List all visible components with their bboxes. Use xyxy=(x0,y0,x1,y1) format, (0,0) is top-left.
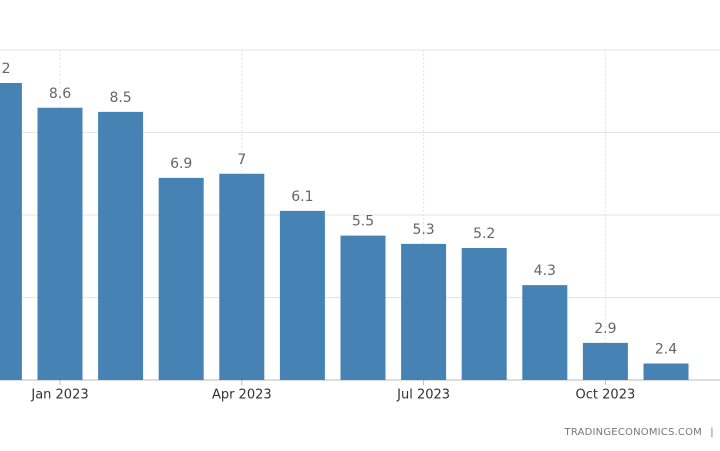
data-label: 8.6 xyxy=(49,86,71,102)
bar xyxy=(340,235,386,380)
x-tick-label: Jan 2023 xyxy=(30,388,88,403)
bar xyxy=(158,177,204,380)
bar xyxy=(37,107,83,380)
bar xyxy=(582,342,628,380)
data-label: 2.9 xyxy=(594,321,616,337)
data-label: 5.5 xyxy=(352,214,374,230)
data-label: 6.9 xyxy=(170,156,192,172)
x-tick-label: Apr 2023 xyxy=(212,388,272,403)
data-label: 9.2 xyxy=(0,61,11,77)
bar xyxy=(643,363,689,380)
separator: | xyxy=(710,427,714,438)
data-label: 6.1 xyxy=(291,189,313,205)
data-label: 8.5 xyxy=(109,90,131,106)
bar xyxy=(98,111,144,380)
bar xyxy=(522,285,568,380)
bar xyxy=(219,173,265,380)
bar xyxy=(401,243,447,380)
data-label: 2.4 xyxy=(655,342,677,358)
data-label: 5.3 xyxy=(412,222,434,238)
data-label: 7 xyxy=(237,152,246,168)
data-label: 4.3 xyxy=(534,263,556,279)
bar xyxy=(461,248,507,380)
bar xyxy=(0,83,22,380)
bar xyxy=(279,210,325,380)
x-tick-label: Jul 2023 xyxy=(396,388,450,403)
data-label: 5.2 xyxy=(473,226,495,242)
watermark: TRADINGECONOMICS.COM xyxy=(564,427,702,438)
x-tick-label: Oct 2023 xyxy=(576,388,636,403)
